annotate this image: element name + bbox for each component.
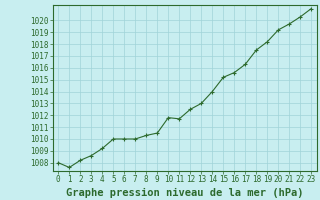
X-axis label: Graphe pression niveau de la mer (hPa): Graphe pression niveau de la mer (hPa) [66,188,304,198]
